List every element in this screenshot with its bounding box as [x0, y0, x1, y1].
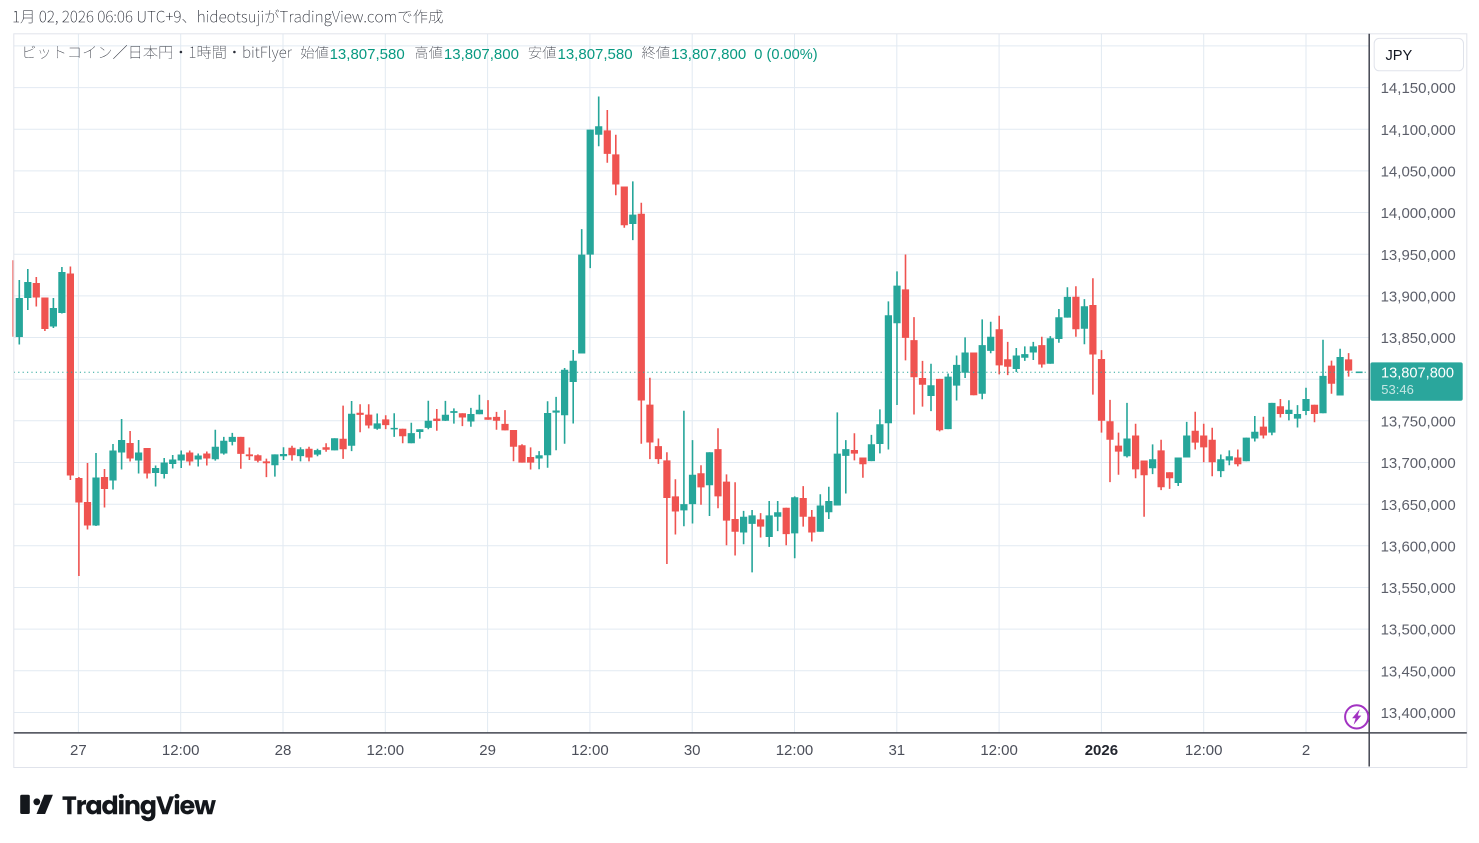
svg-text:14,100,000: 14,100,000: [1381, 122, 1456, 139]
svg-text:14,050,000: 14,050,000: [1381, 164, 1456, 181]
svg-text:13,650,000: 13,650,000: [1381, 497, 1456, 514]
svg-text:12:00: 12:00: [776, 742, 814, 759]
svg-text:13,807,800: 13,807,800: [1381, 366, 1454, 382]
svg-text:28: 28: [275, 742, 292, 759]
svg-text:12:00: 12:00: [1185, 742, 1223, 759]
svg-text:13,807,800: 13,807,800: [671, 46, 746, 63]
svg-text:13,807,800: 13,807,800: [444, 46, 519, 63]
svg-text:JPY: JPY: [1386, 48, 1413, 64]
svg-text:12:00: 12:00: [367, 742, 405, 759]
svg-text:31: 31: [888, 742, 905, 759]
svg-text:27: 27: [70, 742, 87, 759]
svg-text:12:00: 12:00: [571, 742, 609, 759]
svg-text:2026: 2026: [1085, 742, 1118, 759]
svg-text:29: 29: [479, 742, 496, 759]
svg-text:0 (0.00%): 0 (0.00%): [754, 47, 817, 63]
svg-text:13,750,000: 13,750,000: [1381, 413, 1456, 430]
svg-text:53:46: 53:46: [1381, 382, 1414, 397]
svg-text:13,600,000: 13,600,000: [1381, 538, 1456, 555]
svg-text:2: 2: [1302, 742, 1310, 759]
svg-text:12:00: 12:00: [162, 742, 200, 759]
svg-text:14,150,000: 14,150,000: [1381, 80, 1456, 97]
svg-text:13,500,000: 13,500,000: [1381, 622, 1456, 639]
svg-text:13,950,000: 13,950,000: [1381, 247, 1456, 264]
svg-text:13,700,000: 13,700,000: [1381, 455, 1456, 472]
svg-text:13,900,000: 13,900,000: [1381, 289, 1456, 306]
svg-text:13,850,000: 13,850,000: [1381, 330, 1456, 347]
svg-text:13,550,000: 13,550,000: [1381, 580, 1456, 597]
svg-text:13,807,580: 13,807,580: [330, 46, 405, 63]
svg-text:12:00: 12:00: [980, 742, 1018, 759]
svg-text:13,450,000: 13,450,000: [1381, 663, 1456, 680]
svg-text:13,400,000: 13,400,000: [1381, 705, 1456, 722]
svg-text:14,000,000: 14,000,000: [1381, 205, 1456, 222]
svg-text:30: 30: [684, 742, 701, 759]
svg-text:13,807,580: 13,807,580: [558, 46, 633, 63]
